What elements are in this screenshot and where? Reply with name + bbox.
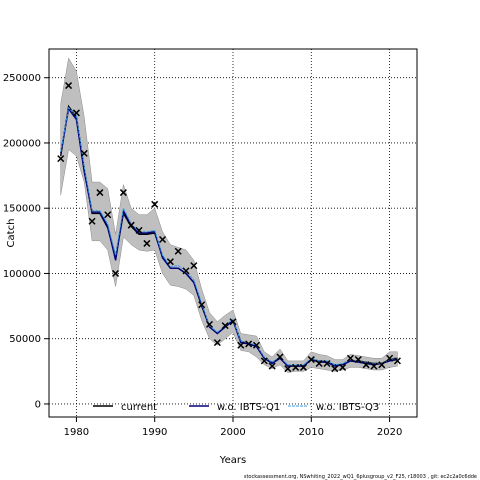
observed-point [112,269,120,277]
observed-point [213,339,221,347]
observed-point [393,357,401,365]
observed-point [151,200,159,208]
observed-point [354,356,362,364]
observed-point [143,239,151,247]
observed-point [190,262,198,270]
observed-point [260,357,268,365]
observed-point [268,362,276,370]
observed-point [57,155,65,163]
observed-point [229,318,237,326]
observed-point [370,362,378,370]
observed-point [182,267,190,275]
observed-markers [57,82,401,373]
x-axis-title: Years [219,455,246,466]
y-tick-label: 50000 [9,334,41,345]
observed-point [307,356,315,364]
observed-point [119,189,127,197]
x-tick-label: 2000 [220,427,245,438]
observed-point [198,301,206,309]
observed-point [135,226,143,234]
observed-point [221,322,229,330]
y-tick-label: 150000 [3,204,41,215]
legend-item-3: w.o. IBTS-Q3 [288,402,379,413]
observed-point [88,217,96,225]
series-lines [60,104,398,367]
y-axis: 0 50000 100000 150000 200000 250000 [3,73,49,410]
observed-point [166,258,174,266]
observed-point [72,109,80,117]
x-axis: 1980 1990 2000 2010 2020 [64,417,402,438]
x-tick-label: 2020 [377,427,402,438]
observed-point [315,359,323,368]
observed-point [80,149,88,157]
legend-label: w.o. IBTS-Q3 [316,402,379,413]
legend-label: current [121,402,157,413]
y-tick-label: 250000 [3,73,41,84]
observed-point [205,320,214,328]
observed-point [339,363,347,371]
legend-item-1: current [93,402,157,413]
legend-label: w.o. IBTS-Q1 [217,402,280,413]
observed-point [346,354,354,362]
y-tick-label: 0 [35,399,41,410]
observed-point [386,354,394,362]
observed-point [237,341,245,349]
y-axis-title: Catch [6,219,17,248]
x-tick-label: 2010 [299,427,324,438]
observed-point [252,341,261,349]
y-tick-label: 200000 [3,138,41,149]
observed-point [65,82,73,90]
observed-point [323,359,331,368]
observed-point [292,363,300,371]
x-tick-label: 1980 [64,427,89,438]
observed-point [159,235,167,244]
observed-point [299,363,307,371]
series-line-2 [60,107,398,367]
observed-point [174,247,182,255]
x-tick-label: 1990 [142,427,167,438]
observed-point [276,353,284,361]
observed-point [245,340,253,348]
confidence-band [60,57,398,373]
y-tick-label: 100000 [3,269,41,280]
footnote: stockassessment.org, NSwhiting_2022_wQ1_… [244,474,477,480]
observed-point [284,365,292,373]
series-line-3 [60,106,398,366]
observed-point [331,365,339,373]
observed-point [362,361,370,369]
observed-point [104,211,112,219]
observed-point [127,221,135,229]
observed-point [96,189,104,197]
legend: current w.o. IBTS-Q1 w.o. IBTS-Q3 [93,402,379,413]
observed-point [378,361,386,369]
legend-item-2: w.o. IBTS-Q1 [189,402,280,413]
